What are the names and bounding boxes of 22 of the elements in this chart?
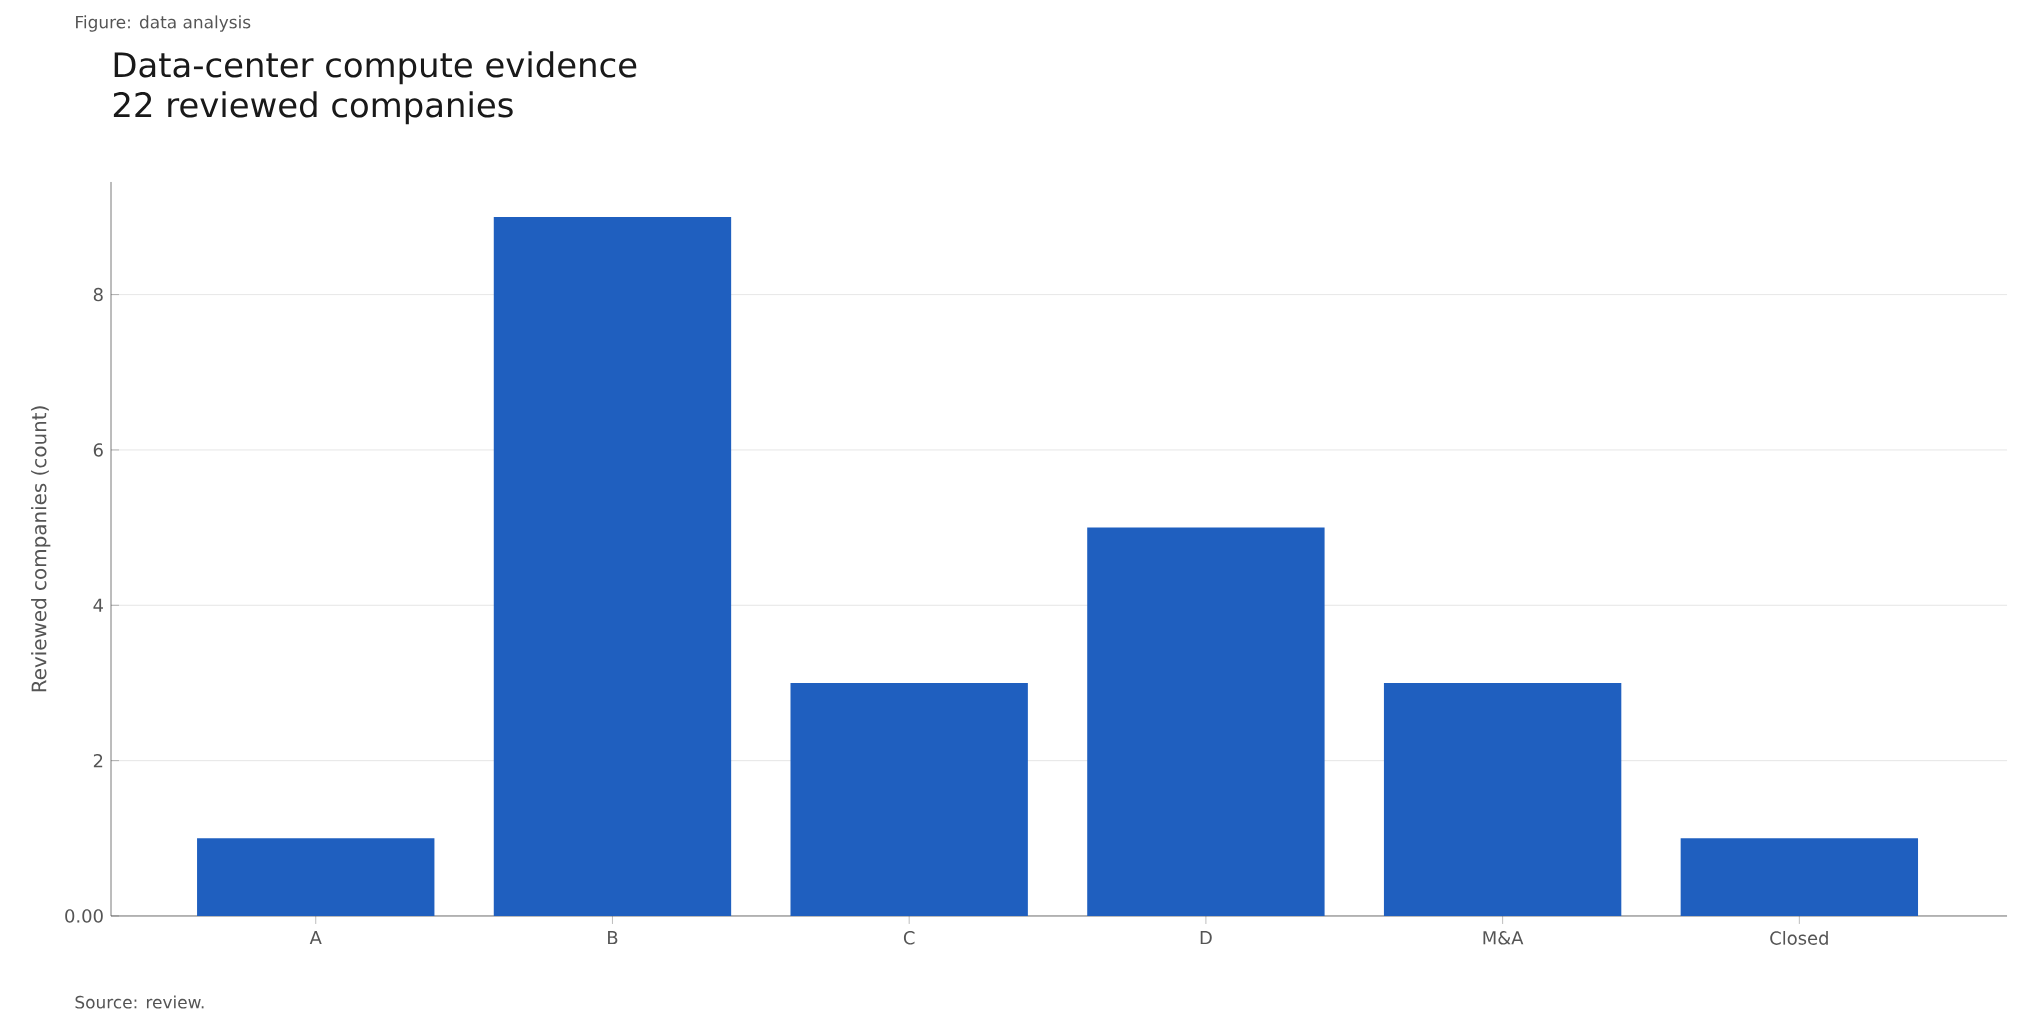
bar <box>1383 682 1622 916</box>
y-tick-label: 2 <box>93 753 103 768</box>
text: Figure: data analysis <box>76 15 251 32</box>
x-tick-label: C <box>903 931 915 945</box>
x-tick-label: A <box>309 931 322 945</box>
bar <box>197 838 435 916</box>
y-tick-label: 0.00 <box>65 909 103 923</box>
bar <box>790 682 1028 916</box>
x-tick-label: B <box>608 931 618 945</box>
bar <box>493 216 732 916</box>
bar <box>1087 527 1325 916</box>
chart-title: Data-center compute evidence <box>114 51 637 85</box>
chart-subtitle: 22 reviewed companies <box>113 91 513 125</box>
source-note: Source: review. <box>75 995 204 1009</box>
bar <box>1680 838 1919 916</box>
y-axis-title: Reviewed companies (count) <box>31 406 51 692</box>
x-tick-label: Closed <box>1770 931 1828 945</box>
y-tick-label: 6 <box>93 443 103 457</box>
x-tick-label: M&A <box>1483 931 1524 945</box>
y-tick-label: 4 <box>93 598 103 612</box>
x-tick-label: D <box>1200 931 1212 945</box>
y-tick-label: 8 <box>93 287 103 302</box>
